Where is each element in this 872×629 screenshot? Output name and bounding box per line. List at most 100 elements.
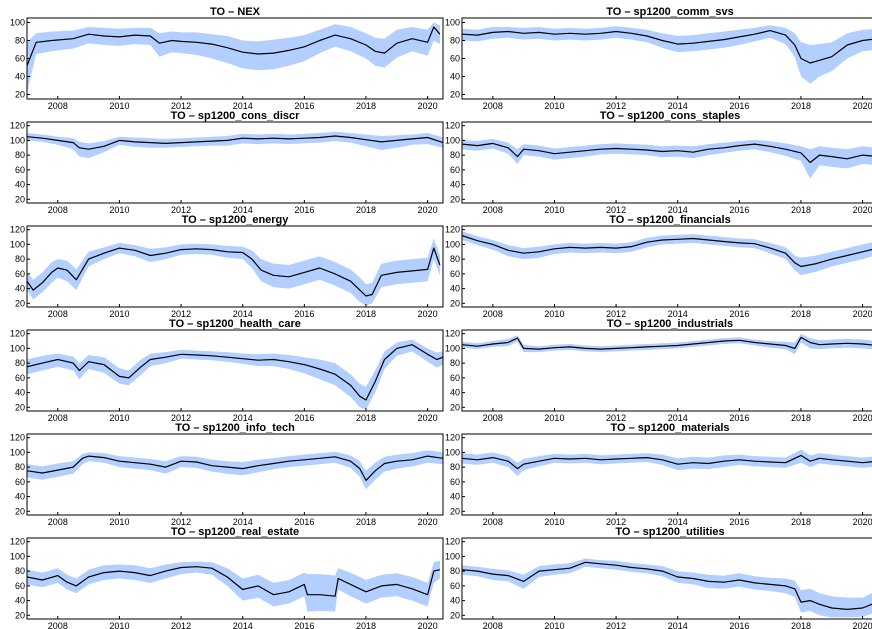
x-tick-label: 2010 xyxy=(544,621,564,629)
y-tick-label: 20 xyxy=(450,194,460,204)
plot-frame xyxy=(26,121,444,204)
y-tick-label: 80 xyxy=(15,254,25,264)
x-tick-label: 2010 xyxy=(109,101,129,111)
y-tick-label: 120 xyxy=(445,121,460,131)
x-tick-label: 2010 xyxy=(544,101,564,111)
x-tick-label: 2012 xyxy=(171,101,191,111)
x-tick-label: 2014 xyxy=(233,413,253,423)
x-tick-label: 2008 xyxy=(48,621,68,629)
x-tick-label: 2018 xyxy=(356,309,376,319)
x-tick-label: 2016 xyxy=(729,413,749,423)
y-tick-label: 60 xyxy=(15,581,25,591)
x-tick-label: 2016 xyxy=(294,621,314,629)
panel-title: TO – sp1200_comm_svs xyxy=(606,6,734,18)
x-tick-label: 2020 xyxy=(418,205,438,215)
x-tick-label: 2008 xyxy=(483,413,503,423)
x-tick-label: 2018 xyxy=(791,309,811,319)
uncertainty-band xyxy=(462,449,872,476)
x-tick-label: 2016 xyxy=(294,205,314,215)
x-tick-label: 2020 xyxy=(853,101,872,111)
y-tick-label: 80 xyxy=(450,36,460,46)
y-tick-label: 60 xyxy=(450,373,460,383)
x-tick-label: 2008 xyxy=(48,517,68,527)
panel-7: TO – sp1200_health_care 20 40 60 80 100 120 200… xyxy=(10,318,444,423)
median-line xyxy=(27,135,443,150)
median-line xyxy=(462,336,872,350)
y-tick-label: 80 xyxy=(15,462,25,472)
plot-frame xyxy=(461,329,872,412)
x-tick-label: 2010 xyxy=(544,309,564,319)
x-tick-label: 2018 xyxy=(356,101,376,111)
uncertainty-band xyxy=(27,131,443,159)
x-tick-label: 2014 xyxy=(668,101,688,111)
x-tick-label: 2012 xyxy=(171,205,191,215)
y-tick-label: 120 xyxy=(10,121,25,131)
uncertainty-band xyxy=(462,25,872,84)
x-tick-label: 2010 xyxy=(544,205,564,215)
y-tick-label: 40 xyxy=(450,284,460,294)
uncertainty-band xyxy=(27,238,440,306)
y-tick-label: 20 xyxy=(15,610,25,620)
x-tick-label: 2008 xyxy=(483,309,503,319)
y-tick-label: 60 xyxy=(450,477,460,487)
panel-12: TO – sp1200_utilities 20 40 60 80 100 120 2008 2… xyxy=(445,526,872,629)
y-tick-label: 40 xyxy=(15,72,25,82)
x-tick-label: 2016 xyxy=(729,309,749,319)
y-tick-label: 100 xyxy=(10,447,25,457)
x-tick-label: 2012 xyxy=(171,621,191,629)
x-tick-label: 2014 xyxy=(233,309,253,319)
x-tick-label: 2014 xyxy=(233,205,253,215)
uncertainty-band xyxy=(462,558,872,618)
y-tick-label: 100 xyxy=(445,447,460,457)
uncertainty-band xyxy=(27,560,440,612)
x-tick-label: 2020 xyxy=(418,309,438,319)
panel-title: TO – sp1200_energy xyxy=(182,214,290,226)
x-tick-label: 2016 xyxy=(294,517,314,527)
x-tick-label: 2018 xyxy=(356,621,376,629)
x-tick-label: 2016 xyxy=(729,101,749,111)
panel-title: TO – NEX xyxy=(210,6,261,18)
x-tick-label: 2012 xyxy=(171,309,191,319)
y-tick-label: 60 xyxy=(450,269,460,279)
x-tick-label: 2010 xyxy=(109,621,129,629)
x-tick-label: 2014 xyxy=(668,413,688,423)
x-tick-label: 2012 xyxy=(606,413,626,423)
x-tick-label: 2020 xyxy=(853,205,872,215)
x-tick-label: 2020 xyxy=(418,621,438,629)
y-tick-label: 100 xyxy=(445,343,460,353)
panel-9: TO – sp1200_info_tech 20 40 60 80 100 120 2008 2… xyxy=(10,422,444,527)
x-tick-label: 2020 xyxy=(853,621,872,629)
y-tick-label: 100 xyxy=(445,551,460,561)
x-tick-label: 2008 xyxy=(48,101,68,111)
x-tick-label: 2014 xyxy=(668,621,688,629)
y-tick-label: 120 xyxy=(10,433,25,443)
y-tick-label: 40 xyxy=(15,596,25,606)
x-tick-label: 2016 xyxy=(294,309,314,319)
panel-title: TO – sp1200_industrials xyxy=(607,318,733,330)
x-tick-label: 2016 xyxy=(294,413,314,423)
panel-title: TO – sp1200_cons_staples xyxy=(600,110,740,122)
uncertainty-band xyxy=(27,339,443,410)
x-tick-label: 2016 xyxy=(294,101,314,111)
y-tick-label: 80 xyxy=(450,566,460,576)
plot-frame xyxy=(461,121,872,204)
y-tick-label: 40 xyxy=(450,596,460,606)
panel-11: TO – sp1200_real_estate 20 40 60 80 100 120 200… xyxy=(10,526,444,629)
y-tick-label: 120 xyxy=(445,329,460,339)
x-tick-label: 2012 xyxy=(606,205,626,215)
uncertainty-band xyxy=(27,450,443,490)
y-tick-label: 20 xyxy=(15,194,25,204)
y-tick-label: 100 xyxy=(10,343,25,353)
y-tick-label: 60 xyxy=(15,477,25,487)
panel-3: TO – sp1200_cons_discr 20 40 60 80 100 120 2008… xyxy=(10,110,444,215)
plot-frame xyxy=(461,537,872,620)
x-tick-label: 2020 xyxy=(418,101,438,111)
x-tick-label: 2018 xyxy=(356,205,376,215)
panel-title: TO – sp1200_financials xyxy=(609,214,730,226)
y-tick-label: 120 xyxy=(445,537,460,547)
median-line xyxy=(462,235,872,268)
panel-title: TO – sp1200_materials xyxy=(610,422,729,434)
y-tick-label: 60 xyxy=(450,581,460,591)
x-tick-label: 2008 xyxy=(483,205,503,215)
x-tick-label: 2014 xyxy=(233,621,253,629)
